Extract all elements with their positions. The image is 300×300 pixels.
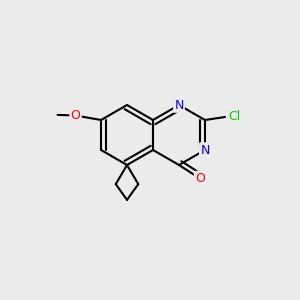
Text: N: N bbox=[174, 98, 184, 112]
Text: N: N bbox=[200, 143, 210, 157]
Text: O: O bbox=[195, 172, 205, 185]
Text: Cl: Cl bbox=[228, 110, 240, 124]
Text: O: O bbox=[70, 109, 80, 122]
